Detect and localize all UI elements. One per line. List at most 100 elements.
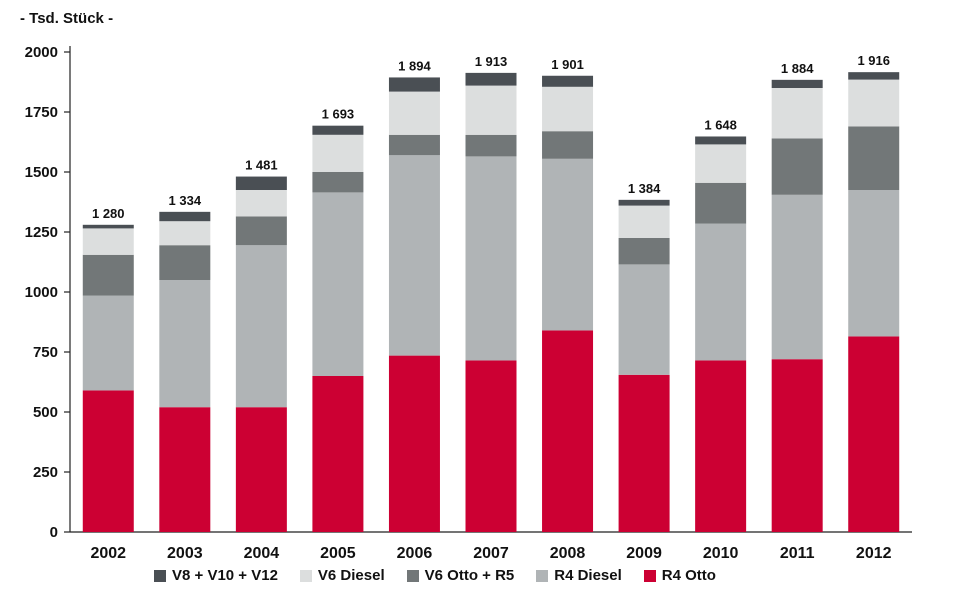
bar-segment [695, 182, 747, 224]
bar-segment [82, 254, 134, 296]
legend-label: V8 + V10 + V12 [172, 567, 278, 584]
legend-item: R4 Otto [643, 567, 716, 584]
bar-segment [388, 77, 440, 92]
bar-segment [388, 134, 440, 156]
bar-segment [465, 134, 517, 157]
bar-segment [159, 245, 211, 280]
x-tick-label: 2005 [320, 545, 356, 562]
bar-segment [312, 125, 364, 135]
x-tick-label: 2004 [244, 545, 280, 562]
x-tick-label: 2012 [856, 545, 892, 562]
total-label: 1 693 [322, 107, 355, 122]
bar-segment [82, 228, 134, 255]
y-tick-label: 0 [50, 524, 58, 541]
y-tick-label: 500 [33, 404, 58, 421]
total-label: 1 901 [551, 57, 584, 72]
bar-segment [235, 245, 287, 408]
total-label: 1 884 [781, 61, 814, 76]
total-label: 1 916 [857, 53, 890, 68]
bar-segment [388, 155, 440, 356]
chart-legend: V8 + V10 + V12 V6 Diesel V6 Otto + R5 R4 Di… [154, 567, 716, 584]
legend-swatch [154, 569, 166, 582]
legend-label: R4 Otto [661, 567, 716, 584]
y-tick-label: 750 [33, 344, 58, 361]
bar-segment [465, 72, 517, 86]
bar-segment [82, 390, 134, 532]
x-tick-label: 2002 [90, 545, 126, 562]
bar-segment [695, 144, 747, 183]
bar-segment [695, 360, 747, 532]
bar-segment [848, 126, 900, 190]
legend-item: V8 + V10 + V12 [154, 567, 278, 584]
bar-segment [312, 376, 364, 532]
bar-segment [771, 88, 823, 139]
bar-segment [159, 280, 211, 408]
unit-label: - Tsd. Stück - [20, 10, 114, 27]
legend-swatch [536, 569, 549, 582]
bar-segment [695, 136, 747, 145]
bar-segment [312, 134, 364, 172]
y-tick-label: 2000 [25, 44, 58, 61]
legend-item: V6 Otto + R5 [406, 567, 514, 584]
bar-segment [771, 194, 823, 360]
bar-segment [848, 72, 900, 80]
total-label: 1 648 [704, 117, 737, 132]
legend-swatch [299, 569, 312, 582]
bar-segment [848, 79, 900, 127]
bar-segment [618, 238, 670, 265]
bar-segment [159, 221, 211, 246]
total-label: 1 894 [398, 58, 431, 73]
bar-segment [235, 216, 287, 246]
x-tick-label: 2009 [626, 545, 662, 562]
x-tick-label: 2008 [550, 545, 586, 562]
bar-segment [235, 407, 287, 532]
legend-label: V6 Diesel [317, 567, 385, 584]
bar-segment [542, 330, 594, 532]
bar-segment [312, 192, 364, 376]
y-tick-label: 1500 [25, 164, 58, 181]
x-tick-label: 2006 [397, 545, 433, 562]
bar-segment [695, 223, 747, 361]
y-tick-label: 1750 [25, 104, 58, 121]
legend-item: V6 Diesel [299, 567, 385, 584]
total-label: 1 280 [92, 206, 125, 221]
bar-segment [542, 75, 594, 87]
legend-swatch [406, 569, 419, 582]
bar-segment [388, 355, 440, 532]
bar-segment [235, 176, 287, 190]
total-label: 1 481 [245, 158, 278, 173]
bar-segment [542, 131, 594, 159]
bar-segment [82, 295, 134, 391]
x-tick-label: 2007 [473, 545, 509, 562]
legend-swatch [643, 569, 656, 582]
bar-segment [771, 138, 823, 195]
bar-segment [159, 211, 211, 222]
legend-label: R4 Diesel [554, 567, 622, 584]
total-label: 1 913 [475, 54, 508, 69]
bar-segment [312, 172, 364, 193]
x-tick-label: 2011 [780, 545, 815, 562]
bar-segment [465, 85, 517, 135]
bar-segment [542, 158, 594, 331]
bar-segment [465, 360, 517, 532]
y-tick-label: 1250 [25, 224, 58, 241]
bar-segment [771, 359, 823, 532]
bar-segment [235, 190, 287, 217]
x-tick-label: 2010 [703, 545, 739, 562]
bar-segment [848, 336, 900, 532]
bar-segment [618, 264, 670, 375]
bar-segment [618, 374, 670, 532]
total-label: 1 334 [169, 193, 202, 208]
y-tick-label: 250 [33, 464, 58, 481]
y-tick-label: 1000 [25, 284, 58, 301]
bar-segment [159, 407, 211, 532]
legend-item: R4 Diesel [536, 567, 622, 584]
total-label: 1 384 [628, 181, 661, 196]
bar-segment [618, 205, 670, 238]
bar-segment [771, 79, 823, 88]
bar-segment [465, 156, 517, 361]
bar-segment [542, 86, 594, 132]
x-tick-label: 2003 [167, 545, 203, 562]
bar-segment [618, 199, 670, 206]
